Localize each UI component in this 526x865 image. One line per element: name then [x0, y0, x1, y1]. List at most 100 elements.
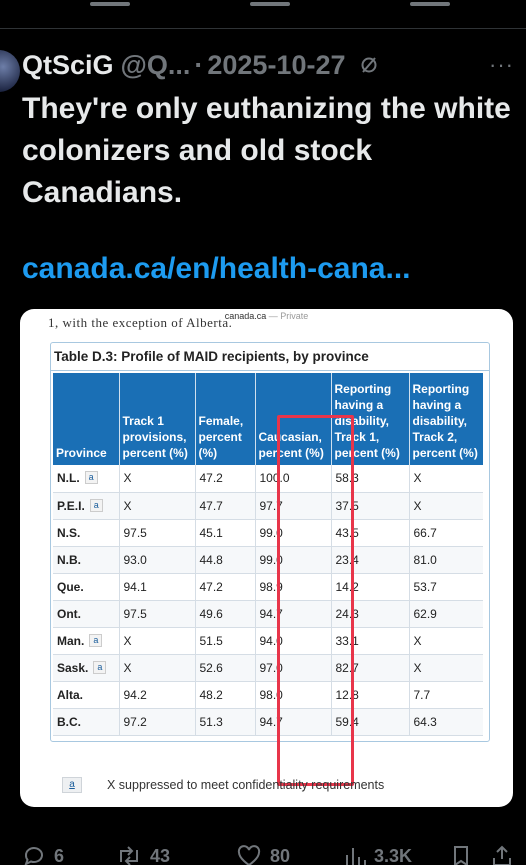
- reply-icon: [24, 847, 43, 865]
- cell-disability-track2-value: 53.7: [413, 579, 437, 594]
- table-row: P.E.I. a X 47.7 97.7 37.5 X: [53, 492, 483, 520]
- cell-track1-value: 93.0: [123, 552, 147, 567]
- footnote-link[interactable]: a: [89, 633, 103, 647]
- image-source-line: canada.ca — Private: [20, 311, 513, 321]
- post-text: They're only euthanizing the white colon…: [22, 92, 511, 209]
- cell-disability-track1-value: 37.5: [335, 498, 359, 513]
- cell-province: N.S.: [53, 519, 120, 547]
- cell-female: 51.3: [195, 708, 256, 736]
- cell-caucasian: 97.7: [255, 492, 332, 520]
- cell-track1-value: X: [123, 660, 132, 675]
- cell-female: 44.8: [195, 546, 256, 574]
- header-female: Female, percent (%): [195, 373, 256, 465]
- cell-caucasian-value: 94.0: [259, 633, 283, 648]
- cell-province-value: Que.: [57, 579, 84, 594]
- cell-caucasian-value: 98.0: [259, 687, 283, 702]
- cell-track1-value: 97.5: [123, 525, 147, 540]
- cell-track1: X: [119, 654, 196, 682]
- bookmark-button[interactable]: [450, 844, 472, 865]
- cell-disability-track2-value: 81.0: [413, 552, 437, 567]
- cell-track1-value: 97.5: [123, 606, 147, 621]
- header-caucasian: Caucasian, percent (%): [255, 373, 332, 465]
- cell-track1-value: 94.2: [123, 687, 147, 702]
- cell-caucasian: 97.0: [255, 654, 332, 682]
- cell-province: Que.: [53, 573, 120, 601]
- view-count: 3.3K: [374, 845, 413, 865]
- cell-female-value: 52.6: [199, 660, 223, 675]
- footnote-key[interactable]: a: [62, 777, 82, 793]
- table-row: Que. 94.1 47.2 98.9 14.2 53.7: [53, 573, 483, 601]
- grok-icon[interactable]: [358, 54, 380, 76]
- cell-province: Alta.: [53, 681, 120, 709]
- user-handle[interactable]: @Q...: [120, 49, 191, 80]
- cut-off-text: 1, with the exception of Alberta.: [48, 315, 233, 330]
- attached-image[interactable]: canada.ca — Private 1, with the exceptio…: [20, 309, 513, 807]
- cell-female: 52.6: [195, 654, 256, 682]
- cell-disability-track2: X: [409, 465, 483, 493]
- cell-disability-track2-value: 66.7: [413, 525, 437, 540]
- cell-disability-track1-value: 43.5: [335, 525, 359, 540]
- repost-icon: [120, 846, 138, 865]
- cell-track1: 93.0: [119, 546, 196, 574]
- image-source-domain: canada.ca: [224, 311, 267, 321]
- cell-disability-track1: 33.1: [331, 627, 410, 655]
- cell-caucasian: 100.0: [255, 465, 332, 493]
- display-name[interactable]: QtSciG: [22, 49, 114, 80]
- cell-track1: 94.2: [119, 681, 196, 709]
- table-body: N.L. a X 47.2 100.0 58.3 X P.E.I. a X 47.7 97.7 37.5…: [53, 465, 483, 736]
- footnote-link[interactable]: a: [93, 660, 107, 674]
- share-button[interactable]: [490, 844, 514, 865]
- cell-disability-track1-value: 58.3: [335, 471, 359, 486]
- cell-female-value: 51.5: [199, 633, 223, 648]
- views-icon: [346, 848, 366, 865]
- more-options-icon[interactable]: ···: [489, 52, 514, 77]
- cell-caucasian-value: 97.7: [259, 498, 283, 513]
- like-button[interactable]: 80: [236, 844, 344, 865]
- footnote-link[interactable]: a: [89, 498, 103, 512]
- cell-disability-track1: 59.4: [331, 708, 410, 736]
- cell-disability-track1-value: 59.4: [335, 714, 359, 729]
- cell-female: 47.7: [195, 492, 256, 520]
- cell-track1: 97.5: [119, 519, 196, 547]
- cell-disability-track1-value: 12.8: [335, 687, 359, 702]
- repost-button[interactable]: 43: [116, 844, 236, 865]
- post-link[interactable]: canada.ca/en/health-cana...: [22, 252, 411, 285]
- cell-disability-track1: 37.5: [331, 492, 410, 520]
- cell-province: P.E.I. a: [53, 492, 120, 520]
- cell-track1: 97.5: [119, 600, 196, 628]
- footnote-link[interactable]: a: [84, 471, 98, 485]
- table-row: Sask. a X 52.6 97.0 82.7 X: [53, 654, 483, 682]
- cell-disability-track1: 24.3: [331, 600, 410, 628]
- cell-disability-track1: 58.3: [331, 465, 410, 493]
- avatar[interactable]: [0, 50, 20, 92]
- views-button[interactable]: 3.3K: [344, 844, 444, 865]
- cell-caucasian: 98.9: [255, 573, 332, 601]
- cell-disability-track2: 7.7: [409, 681, 483, 709]
- cell-track1-value: X: [123, 498, 132, 513]
- cell-female-value: 49.6: [199, 606, 223, 621]
- cell-track1-value: 97.2: [123, 714, 147, 729]
- cell-track1: 97.2: [119, 708, 196, 736]
- cell-disability-track2-value: X: [413, 498, 422, 513]
- cell-disability-track2: 64.3: [409, 708, 483, 736]
- post-date[interactable]: 2025-10-27: [207, 49, 346, 80]
- cell-female: 51.5: [195, 627, 256, 655]
- table-row: N.L. a X 47.2 100.0 58.3 X: [53, 465, 483, 493]
- image-source-privacy: — Private: [268, 311, 309, 321]
- cell-disability-track2: X: [409, 627, 483, 655]
- cell-disability-track2: X: [409, 492, 483, 520]
- cell-caucasian: 94.7: [255, 600, 332, 628]
- cell-track1: X: [119, 492, 196, 520]
- cell-female-value: 47.2: [199, 579, 223, 594]
- cell-disability-track2-value: 62.9: [413, 606, 437, 621]
- cell-female-value: 47.2: [199, 471, 223, 486]
- cell-province: Man. a: [53, 627, 120, 655]
- post-divider: [0, 28, 526, 29]
- cell-disability-track2-value: X: [413, 633, 422, 648]
- post-header: QtSciG @Q... · 2025-10-27 ···: [22, 45, 514, 85]
- reply-button[interactable]: 6: [22, 844, 108, 865]
- cell-province: Sask. a: [53, 654, 120, 682]
- cell-disability-track2: 53.7: [409, 573, 483, 601]
- separator-dot: ·: [194, 49, 204, 80]
- cell-track1: 94.1: [119, 573, 196, 601]
